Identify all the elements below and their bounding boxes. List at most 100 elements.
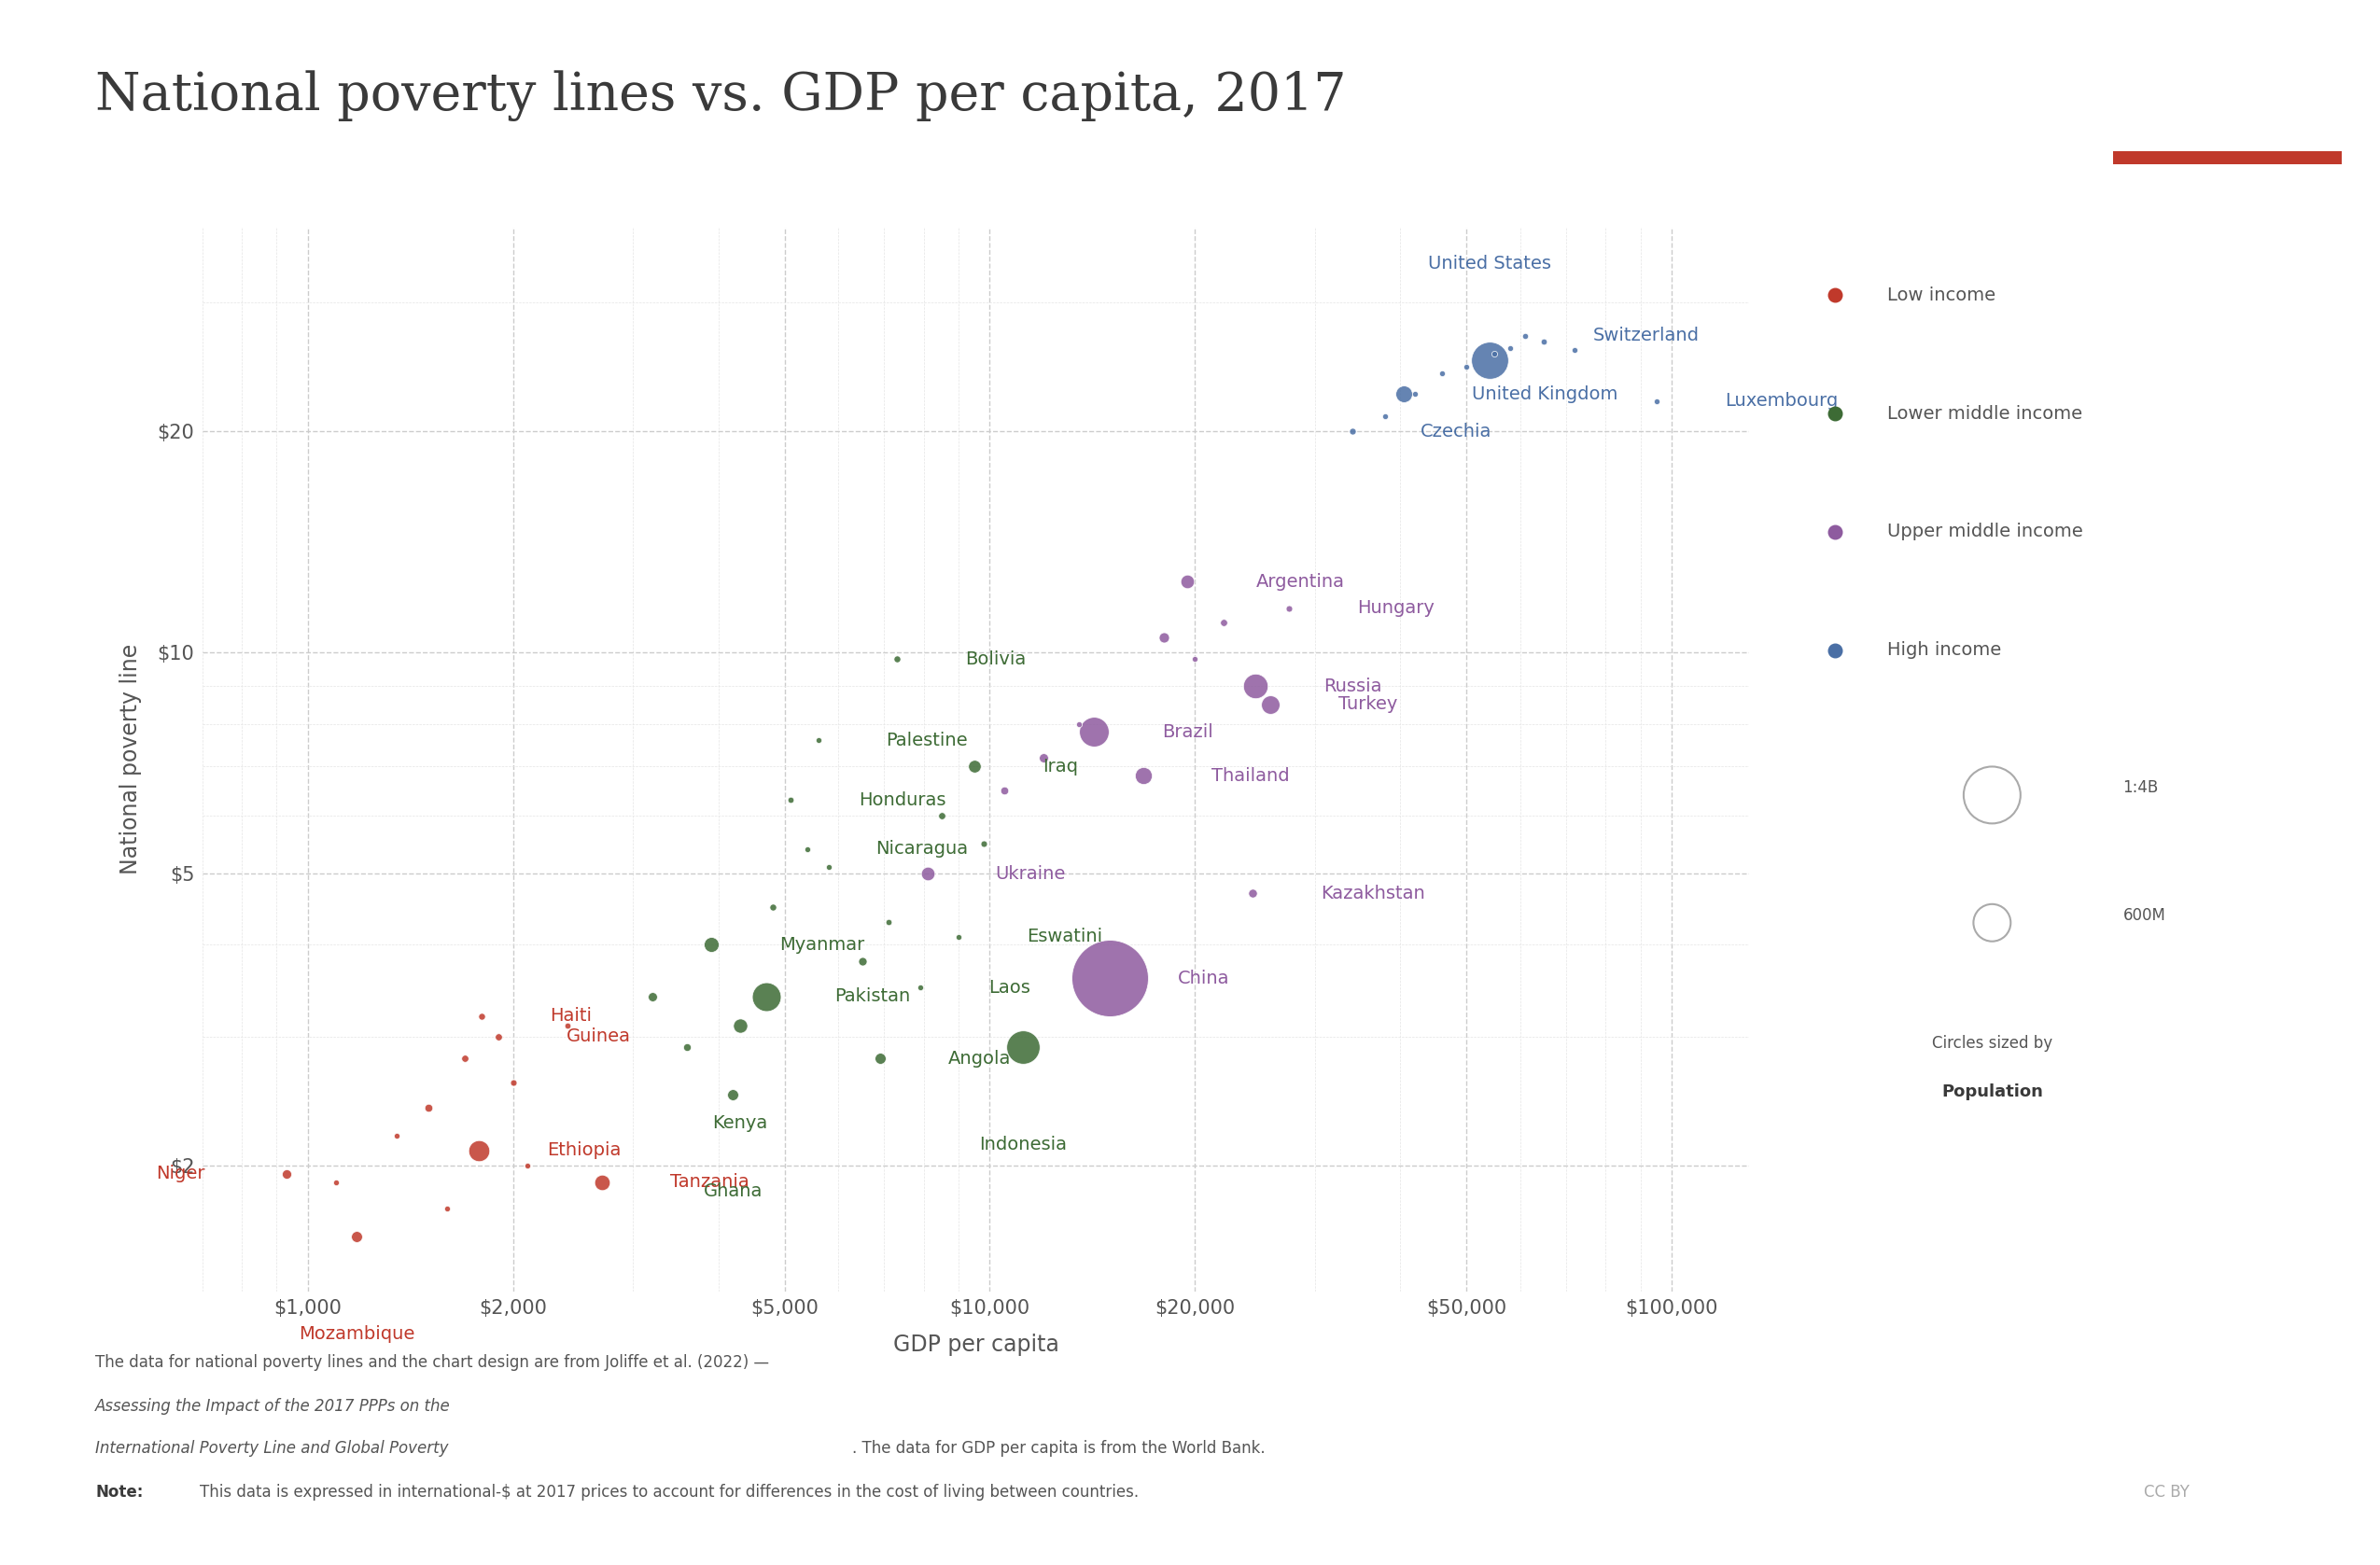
Point xyxy=(1395,382,1433,407)
Point xyxy=(964,831,1002,856)
Point xyxy=(1169,570,1207,595)
Text: Mozambique: Mozambique xyxy=(300,1326,414,1343)
Text: Eswatini: Eswatini xyxy=(1026,928,1102,945)
Text: Turkey: Turkey xyxy=(1338,695,1397,714)
Point xyxy=(862,1045,900,1070)
Point xyxy=(954,754,992,779)
Point xyxy=(583,1169,621,1194)
Point xyxy=(843,948,881,973)
Point xyxy=(754,895,793,920)
Text: Population: Population xyxy=(1942,1083,2042,1100)
Point xyxy=(1145,624,1183,649)
Point xyxy=(428,1196,466,1221)
Text: Nicaragua: Nicaragua xyxy=(876,840,969,858)
Text: Bolivia: Bolivia xyxy=(964,649,1026,668)
Text: Lower middle income: Lower middle income xyxy=(1887,405,2082,423)
Point xyxy=(1073,720,1111,745)
Point xyxy=(267,1161,305,1186)
Text: Argentina: Argentina xyxy=(1257,573,1345,590)
Text: Myanmar: Myanmar xyxy=(778,936,864,953)
Point xyxy=(923,803,962,828)
Point xyxy=(878,646,916,671)
Y-axis label: National poverty line: National poverty line xyxy=(119,643,143,875)
Point xyxy=(1526,329,1564,354)
Point xyxy=(1204,610,1242,635)
Point xyxy=(1637,388,1676,413)
Text: Ghana: Ghana xyxy=(704,1183,762,1200)
Text: Switzerland: Switzerland xyxy=(1595,327,1699,344)
Point xyxy=(409,1096,447,1121)
Point xyxy=(869,909,907,934)
Point xyxy=(445,1045,483,1070)
Point xyxy=(2290,171,2328,196)
Point xyxy=(1366,404,1404,429)
Point xyxy=(495,1069,533,1094)
Point xyxy=(338,1224,376,1249)
Point xyxy=(1059,711,1097,736)
Text: National poverty lines vs. GDP per capita, 2017: National poverty lines vs. GDP per capit… xyxy=(95,70,1347,122)
Point xyxy=(721,1014,759,1039)
Point xyxy=(1123,764,1161,789)
Point xyxy=(1423,362,1461,387)
Text: Thailand: Thailand xyxy=(1211,767,1290,784)
Point xyxy=(1471,347,1509,372)
Text: in Data: in Data xyxy=(2194,106,2261,124)
Point xyxy=(1554,338,1592,363)
Text: Note:: Note: xyxy=(95,1484,143,1501)
Text: Czechia: Czechia xyxy=(1421,423,1492,440)
Point xyxy=(1090,966,1128,991)
Point xyxy=(1271,596,1309,621)
Point xyxy=(1252,692,1290,717)
Point xyxy=(940,925,978,950)
Point xyxy=(985,778,1023,803)
Point xyxy=(509,1153,547,1178)
Point xyxy=(378,1122,416,1147)
Point xyxy=(1333,419,1371,444)
Text: Haiti: Haiti xyxy=(550,1006,593,1025)
Text: Kenya: Kenya xyxy=(712,1114,766,1131)
Text: Ukraine: Ukraine xyxy=(995,865,1066,883)
Point xyxy=(464,1003,502,1028)
Point xyxy=(633,984,671,1009)
Point xyxy=(714,1081,752,1106)
Point xyxy=(1507,324,1545,349)
Text: Russia: Russia xyxy=(1323,678,1383,695)
Text: 600M: 600M xyxy=(2123,906,2166,923)
Point xyxy=(669,1034,707,1060)
Text: The data for national poverty lines and the chart design are from Joliffe et al.: The data for national poverty lines and … xyxy=(95,1354,774,1371)
Text: Tanzania: Tanzania xyxy=(671,1174,750,1191)
Text: Low income: Low income xyxy=(1887,286,1997,304)
X-axis label: GDP per capita: GDP per capita xyxy=(892,1333,1059,1355)
Text: 1:4B: 1:4B xyxy=(2123,779,2159,797)
Point xyxy=(909,861,947,886)
Point xyxy=(547,1014,585,1039)
Point xyxy=(1176,646,1214,671)
Text: Laos: Laos xyxy=(988,978,1031,997)
Text: Our World: Our World xyxy=(2180,64,2275,80)
Text: CC BY: CC BY xyxy=(2144,1484,2190,1501)
Text: High income: High income xyxy=(1887,642,2002,659)
Point xyxy=(902,975,940,1000)
Text: Assessing the Impact of the 2017 PPPs on the: Assessing the Impact of the 2017 PPPs on… xyxy=(95,1398,450,1415)
Text: Iraq: Iraq xyxy=(1042,757,1078,775)
Text: Luxembourg: Luxembourg xyxy=(1726,393,1837,410)
Point xyxy=(1026,745,1064,770)
Text: . The data for GDP per capita is from the World Bank.: . The data for GDP per capita is from th… xyxy=(852,1440,1266,1457)
Point xyxy=(1235,673,1273,698)
Point xyxy=(1492,335,1530,360)
Text: Palestine: Palestine xyxy=(885,731,969,750)
Point xyxy=(1233,881,1271,906)
Text: International Poverty Line and Global Poverty: International Poverty Line and Global Po… xyxy=(95,1440,447,1457)
Text: Angola: Angola xyxy=(947,1050,1012,1067)
Point xyxy=(747,984,785,1009)
Point xyxy=(1447,354,1485,379)
Text: Niger: Niger xyxy=(155,1164,205,1183)
Text: Hungary: Hungary xyxy=(1357,599,1435,617)
Bar xyxy=(2113,152,2342,164)
Text: United States: United States xyxy=(1428,255,1552,272)
Text: Indonesia: Indonesia xyxy=(981,1136,1066,1153)
Text: Circles sized by: Circles sized by xyxy=(1933,1034,2052,1052)
Point xyxy=(459,1138,497,1163)
Text: This data is expressed in international-$ at 2017 prices to account for differen: This data is expressed in international-… xyxy=(200,1484,1140,1501)
Point xyxy=(693,933,731,958)
